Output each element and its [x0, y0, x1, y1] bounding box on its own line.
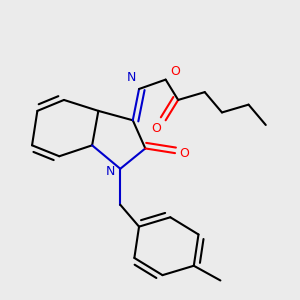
Text: O: O — [180, 147, 190, 160]
Text: N: N — [127, 71, 136, 84]
Text: N: N — [106, 165, 116, 178]
Text: O: O — [151, 122, 161, 135]
Text: O: O — [170, 65, 180, 78]
